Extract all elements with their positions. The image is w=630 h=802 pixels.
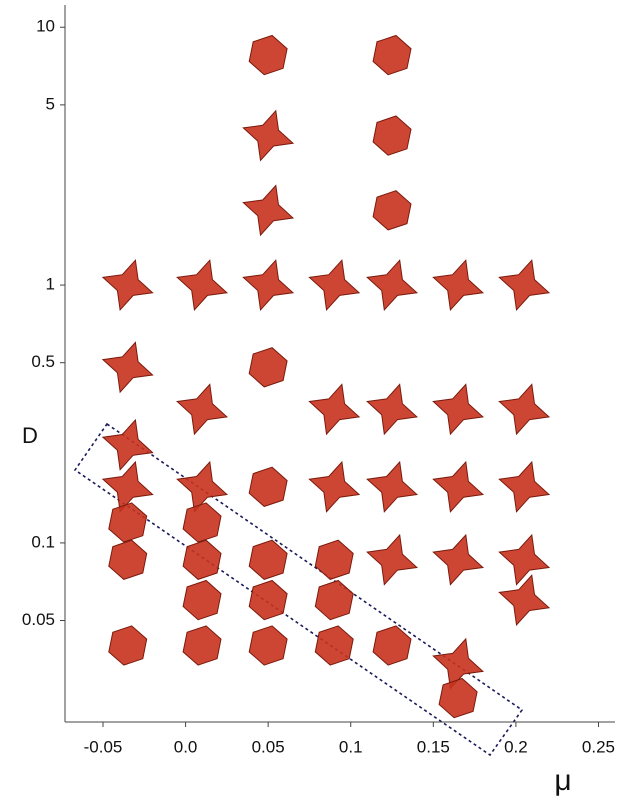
data-point [499,535,549,585]
x-axis-label: μ [554,764,571,797]
x-tick-label: 0.25 [582,737,615,756]
data-point [373,191,411,230]
data-point [499,575,549,625]
data-point [109,540,147,579]
data-point [243,186,293,236]
data-point [309,260,359,310]
data-point [249,626,287,665]
data-point [373,116,411,155]
data-point [433,462,483,512]
y-tick-label: 0.1 [31,532,55,551]
y-tick-label: 10 [36,17,55,36]
y-tick-label: 1 [46,275,55,294]
x-tick-label: 0.2 [504,737,528,756]
data-point [103,420,153,470]
data-point [103,260,153,310]
data-point [249,36,287,75]
data-point [433,384,483,434]
data-point [183,503,221,542]
x-tick-label: -0.05 [84,737,123,756]
data-point [249,581,287,620]
y-axis-label: D [22,423,38,448]
data-point [183,540,221,579]
data-point [177,384,227,434]
data-point [177,260,227,310]
chart: D μ 10 5 1 0.5 0.1 0.05 -0.05 0.0 0.05 0.1 0.15 0.2… [0,0,630,802]
data-point [249,348,287,387]
data-point [367,260,417,310]
data-point [315,626,353,665]
data-point [315,581,353,620]
data-point [109,626,147,665]
data-point [183,581,221,620]
data-point [243,260,293,310]
data-point [249,540,287,579]
data-point [109,503,147,542]
y-tick-label: 0.05 [22,610,55,629]
data-point [309,462,359,512]
data-point [183,626,221,665]
data-point [315,540,353,579]
x-tick-label: 0.0 [174,737,198,756]
data-point [373,36,411,75]
x-tick-label: 0.05 [252,737,285,756]
x-tick-label: 0.15 [417,737,450,756]
data-point [439,679,477,718]
y-tick-label: 0.5 [31,352,55,371]
data-point [249,467,287,506]
data-point [499,462,549,512]
data-point [433,260,483,310]
y-tick-label: 5 [46,94,55,113]
data-point [499,260,549,310]
data-point [433,535,483,585]
data-point [373,626,411,665]
data-point [367,462,417,512]
data-point [367,535,417,585]
data-point [243,111,293,161]
x-tick-label: 0.1 [339,737,363,756]
data-point [367,384,417,434]
data-point [309,384,359,434]
data-point [103,342,153,392]
data-point [499,384,549,434]
